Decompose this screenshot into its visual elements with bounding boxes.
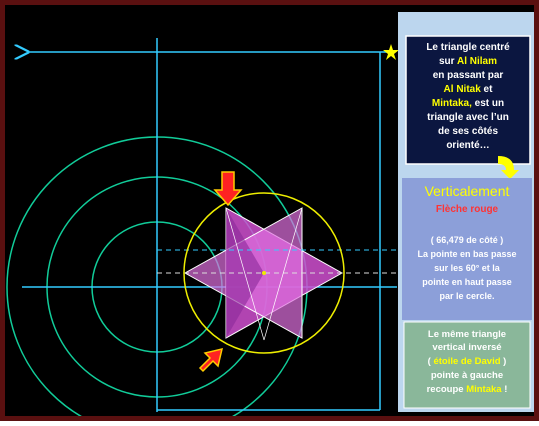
text: est un [472, 98, 504, 109]
text: ) [501, 356, 507, 367]
box-2-text: ( 66,479 de côté ) La pointe en bas pass… [417, 235, 516, 301]
text: ( 66,479 de côté ) [431, 235, 504, 245]
highlight: Mintaka, [432, 98, 472, 109]
box-3 [403, 321, 531, 409]
svg-text:( étoile de David ): ( étoile de David ) [428, 356, 507, 367]
text: vertical inversé [432, 342, 501, 353]
text: recoupe [427, 384, 467, 395]
text: pointe à gauche [431, 370, 503, 381]
highlight: Al Nilam [457, 56, 497, 67]
highlight: Mintaka [466, 384, 502, 395]
text: La pointe en bas passe [417, 249, 516, 259]
text: sur les 60° et la [434, 263, 501, 273]
box-1 [405, 35, 531, 165]
text: ! [502, 384, 508, 395]
subtitle: Flèche rouge [436, 204, 499, 215]
text: ( [428, 356, 434, 367]
text: de ses côtés [438, 126, 498, 137]
curved-arrow [498, 156, 519, 179]
star [383, 44, 399, 60]
svg-text:Mintaka, est un: Mintaka, est un [432, 98, 504, 109]
svg-text:Al Nitak et: Al Nitak et [444, 84, 494, 95]
svg-text:recoupe Mintaka !: recoupe Mintaka ! [427, 384, 508, 395]
geometry [6, 38, 397, 416]
text: pointe en haut passe [422, 277, 512, 287]
title: Verticalement [425, 183, 510, 199]
highlight: étoile de David [433, 356, 500, 367]
svg-text:sur Al Nilam: sur Al Nilam [439, 56, 497, 67]
highlight: Al Nitak [444, 84, 482, 95]
box-1-text: Le triangle centré sur Al Nilam en passa… [426, 42, 510, 151]
text: et [481, 84, 493, 95]
text: orienté… [446, 140, 489, 151]
text: par le cercle. [439, 291, 494, 301]
box-2 [402, 178, 532, 320]
text: Le triangle centré [426, 42, 510, 53]
text: triangle avec l’un [427, 112, 509, 123]
text: en passant par [433, 70, 504, 81]
box-3-text: Le même triangle vertical inversé ( étoi… [427, 329, 508, 395]
text: sur [439, 56, 457, 67]
text: Le même triangle [428, 329, 506, 340]
